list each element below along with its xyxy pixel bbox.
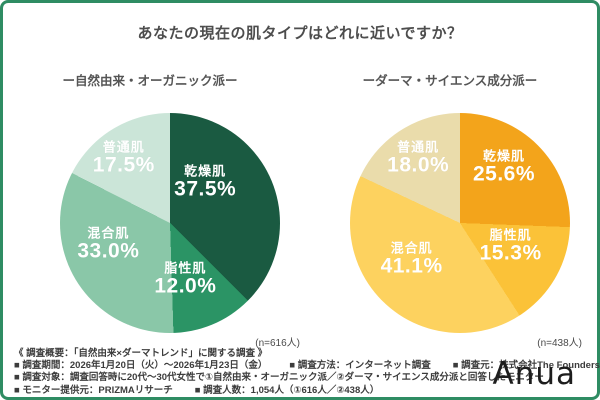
pie-slice-label: 脂性肌 12.0% — [154, 260, 217, 299]
slice-percentage: 25.6% — [472, 162, 536, 186]
page-title: あなたの現在の肌タイプはどれに近いですか？ — [137, 25, 463, 42]
pie-chart-derma: 乾燥肌 25.6% 脂性肌 15.3% 混合肌 41.1% 普通肌 18.0% — [350, 113, 570, 333]
survey-item: ■ 調査方法：インターネット調査 — [289, 360, 431, 372]
slice-percentage: 15.3% — [479, 241, 542, 265]
slice-percentage: 33.0% — [77, 239, 140, 263]
pie-slice-label: 脂性肌 15.3% — [479, 227, 542, 266]
survey-overview: 《 調査概要：「自然由来×ダーマトレンド」に関する調査 》 ■ 調査期間：202… — [14, 348, 600, 397]
survey-item: ■ 調査対象：調査回答時に20代〜30代女性で①自然由来・オーガニック派／②ダー… — [14, 372, 544, 384]
slice-name: 乾燥肌 — [482, 148, 526, 164]
chart-subtitle-organic: ー自然由来・オーガニック派ー — [62, 74, 238, 88]
survey-item: ■ モニター提供元：PRIZMAリサーチ — [14, 384, 173, 396]
slice-name: 混合肌 — [87, 225, 130, 241]
pie-chart-organic: 乾燥肌 37.5% 脂性肌 12.0% 混合肌 33.0% 普通肌 17.5% — [60, 113, 280, 333]
brand-logo-anua: Anua — [492, 356, 576, 392]
pie-slice-label: 普通肌 17.5% — [92, 139, 155, 178]
survey-lines: ■ 調査期間：2026年1月20日（火）〜2026年1月23日（金） ■ 調査方法… — [14, 360, 600, 397]
slice-name: 普通肌 — [102, 139, 145, 155]
pie-slice-label: 混合肌 33.0% — [77, 225, 140, 264]
sample-size-label-derma: (n=438人) — [537, 338, 582, 349]
survey-line: ■ モニター提供元：PRIZMAリサーチ ■ 調査人数：1,054人（①616人／… — [14, 385, 484, 397]
survey-item: ■ 調査元：株式会社The Founders — [452, 360, 600, 372]
chart-subtitle-derma: ーダーマ・サイエンス成分派ー — [362, 74, 538, 88]
slice-name: 脂性肌 — [164, 260, 207, 276]
slice-name: 乾燥肌 — [184, 164, 227, 180]
pie-slice-label: 普通肌 18.0% — [387, 139, 450, 178]
survey-item: ■ 調査人数：1,054人（①616人／②438人） — [194, 384, 380, 396]
pie-slice-label: 乾燥肌 25.6% — [472, 148, 536, 187]
slice-percentage: 12.0% — [154, 274, 217, 298]
survey-heading: 《 調査概要：「自然由来×ダーマトレンド」に関する調査 》 — [14, 348, 268, 359]
slice-name: 脂性肌 — [489, 227, 532, 243]
sample-size-label-organic: (n=616人) — [255, 338, 300, 349]
survey-line: ■ 調査対象：調査回答時に20代〜30代女性で①自然由来・オーガニック派／②ダー… — [14, 372, 544, 384]
slice-percentage: 41.1% — [380, 255, 443, 279]
slice-percentage: 17.5% — [92, 153, 155, 177]
survey-item: ■ 調査期間：2026年1月20日（火）〜2026年1月23日（金） — [14, 360, 268, 372]
pie-slice-label: 混合肌 41.1% — [381, 242, 443, 279]
survey-line: ■ 調査期間：2026年1月20日（火）〜2026年1月23日（金） ■ 調査方法… — [14, 360, 600, 372]
slice-percentage: 18.0% — [387, 153, 450, 177]
slice-percentage: 37.5% — [174, 178, 237, 202]
slice-name: 混合肌 — [390, 241, 433, 257]
pie-slice-label: 乾燥肌 37.5% — [174, 165, 236, 202]
slice-name: 普通肌 — [397, 139, 440, 155]
